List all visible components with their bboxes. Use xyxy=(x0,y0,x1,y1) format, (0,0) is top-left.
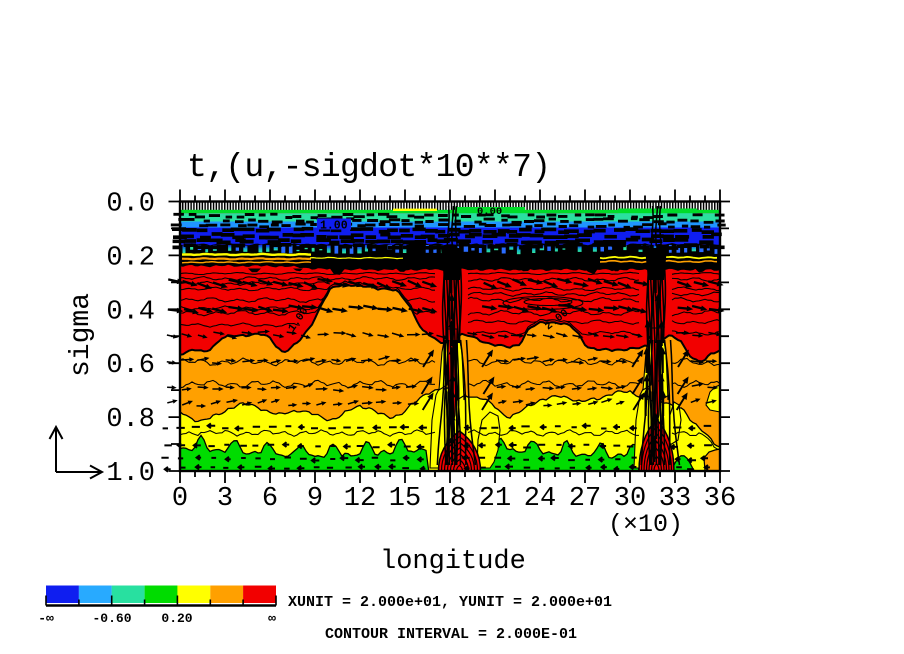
svg-text:18: 18 xyxy=(434,484,466,514)
svg-text:t,(u,-sigdot*10**7): t,(u,-sigdot*10**7) xyxy=(187,149,551,186)
svg-text:24: 24 xyxy=(524,484,556,514)
svg-text:(×10): (×10) xyxy=(608,510,683,539)
svg-text:0.6: 0.6 xyxy=(106,351,155,381)
svg-text:1.0: 1.0 xyxy=(106,459,155,489)
svg-text:3: 3 xyxy=(217,484,233,514)
svg-text:15: 15 xyxy=(389,484,421,514)
svg-text:sigma: sigma xyxy=(66,293,97,377)
svg-text:6: 6 xyxy=(262,484,278,514)
svg-text:9: 9 xyxy=(307,484,323,514)
svg-text:0.4: 0.4 xyxy=(106,297,155,327)
svg-text:-0.60: -0.60 xyxy=(92,611,131,626)
svg-text:∞: ∞ xyxy=(268,611,276,626)
svg-text:12: 12 xyxy=(344,484,376,514)
svg-text:1.00: 1.00 xyxy=(320,220,348,233)
svg-text:0.00: 0.00 xyxy=(477,206,502,218)
svg-text:21: 21 xyxy=(479,484,511,514)
svg-text:CONTOUR INTERVAL = 2.000E-01: CONTOUR INTERVAL = 2.000E-01 xyxy=(325,626,577,643)
svg-text:33: 33 xyxy=(659,484,691,514)
svg-text:27: 27 xyxy=(569,484,601,514)
svg-text:36: 36 xyxy=(704,484,736,514)
svg-text:0: 0 xyxy=(172,484,188,514)
svg-text:-∞: -∞ xyxy=(38,611,54,626)
svg-text:0.0: 0.0 xyxy=(106,190,155,220)
svg-text:30: 30 xyxy=(614,484,646,514)
svg-text:XUNIT = 2.000e+01, YUNIT = 2.0: XUNIT = 2.000e+01, YUNIT = 2.000e+01 xyxy=(288,594,612,611)
svg-text:longitude: longitude xyxy=(380,547,526,577)
svg-text:0.8: 0.8 xyxy=(106,405,155,435)
svg-text:0.2: 0.2 xyxy=(106,243,155,273)
svg-text:0.20: 0.20 xyxy=(161,611,192,626)
